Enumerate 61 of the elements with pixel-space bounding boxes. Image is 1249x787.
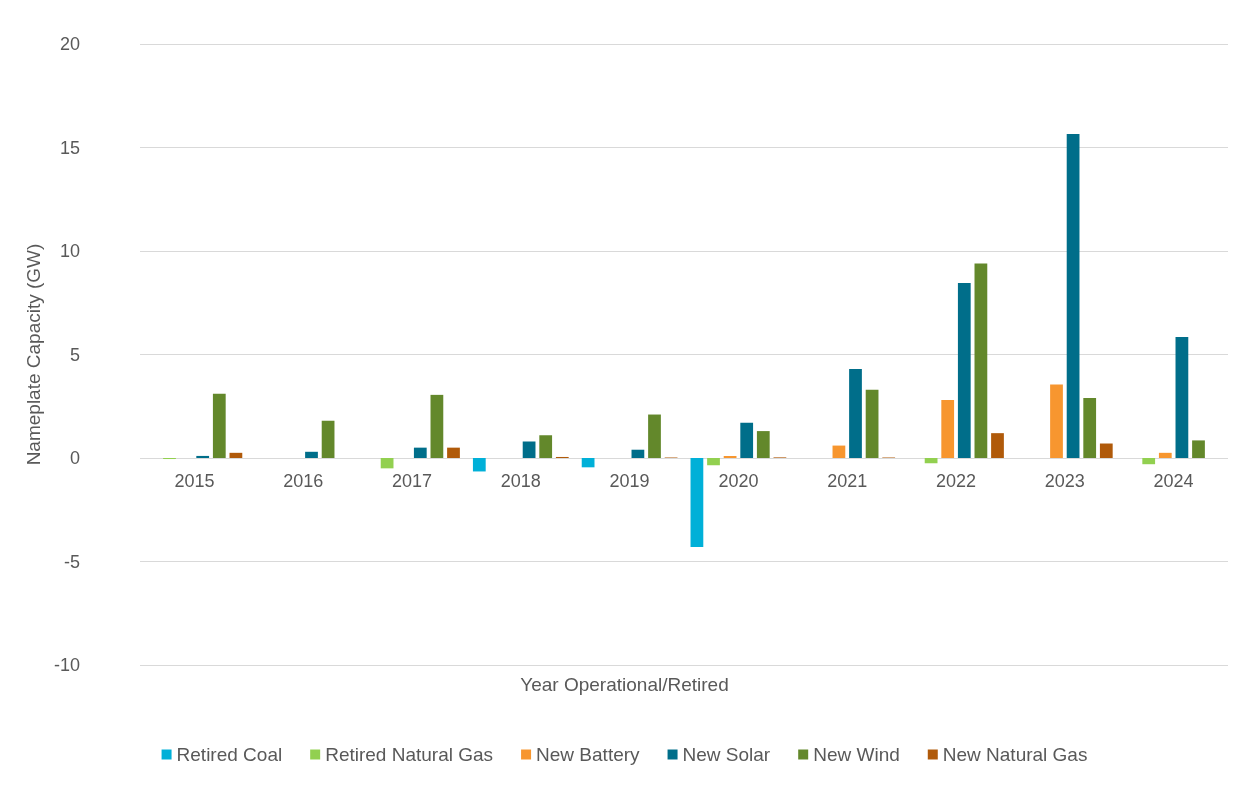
legend-label: Retired Natural Gas (325, 744, 494, 765)
bar (756, 431, 770, 458)
bar (1099, 443, 1113, 458)
x-tick-label: 2024 (1153, 471, 1194, 491)
bar (924, 458, 938, 464)
bar (196, 455, 210, 458)
x-tick-label: 2016 (283, 471, 324, 491)
x-tick-label: 2020 (718, 471, 759, 491)
legend-label: New Wind (813, 744, 900, 765)
legend-label: New Natural Gas (942, 744, 1088, 765)
bar (1175, 336, 1189, 458)
bar (321, 420, 335, 458)
bar (648, 414, 661, 458)
y-tick-label: 10 (59, 241, 80, 261)
bar (305, 451, 318, 458)
bar (212, 393, 226, 458)
bar (974, 263, 988, 458)
x-tick-label: 2017 (391, 471, 433, 491)
bar (991, 433, 1004, 458)
bar (631, 449, 645, 458)
bar (941, 400, 955, 458)
x-tick-label: 2019 (609, 471, 650, 491)
y-tick-label: -10 (53, 655, 80, 675)
y-tick-label: 15 (59, 137, 80, 158)
legend-label: Retired Coal (176, 744, 283, 765)
bar (1066, 134, 1080, 458)
bar (740, 422, 754, 458)
bar (957, 283, 971, 458)
bar (1192, 440, 1205, 458)
bar (522, 441, 536, 458)
x-tick-label: 2015 (174, 471, 215, 491)
x-tick-label: 2021 (827, 471, 868, 491)
bar (229, 452, 243, 458)
bar (380, 458, 394, 469)
x-axis-title: Year Operational/Retired (520, 674, 729, 695)
y-tick-label: 5 (69, 344, 80, 365)
bar (1158, 452, 1172, 458)
legend-label: New Battery (536, 744, 641, 765)
bar (1083, 397, 1097, 458)
bar (723, 455, 737, 458)
bar (581, 458, 595, 468)
x-tick-label: 2023 (1044, 471, 1085, 491)
bar (1142, 458, 1156, 465)
bar (832, 445, 846, 458)
bar (865, 389, 879, 458)
bar (690, 458, 704, 548)
bar (430, 394, 444, 458)
x-tick-label: 2022 (935, 471, 977, 491)
legend-label: New Solar (682, 744, 771, 765)
x-tick-label: 2018 (500, 471, 541, 491)
y-tick-label: 0 (69, 448, 80, 468)
y-tick-label: 20 (59, 34, 80, 54)
y-axis-title: Nameplate Capacity (GW) (23, 243, 45, 466)
bar (539, 435, 553, 458)
bar (447, 447, 460, 458)
bar (413, 447, 427, 458)
bar (472, 458, 486, 472)
bar (849, 368, 862, 458)
bar (1050, 384, 1063, 458)
y-tick-label: -5 (63, 551, 80, 572)
bar (707, 458, 720, 466)
